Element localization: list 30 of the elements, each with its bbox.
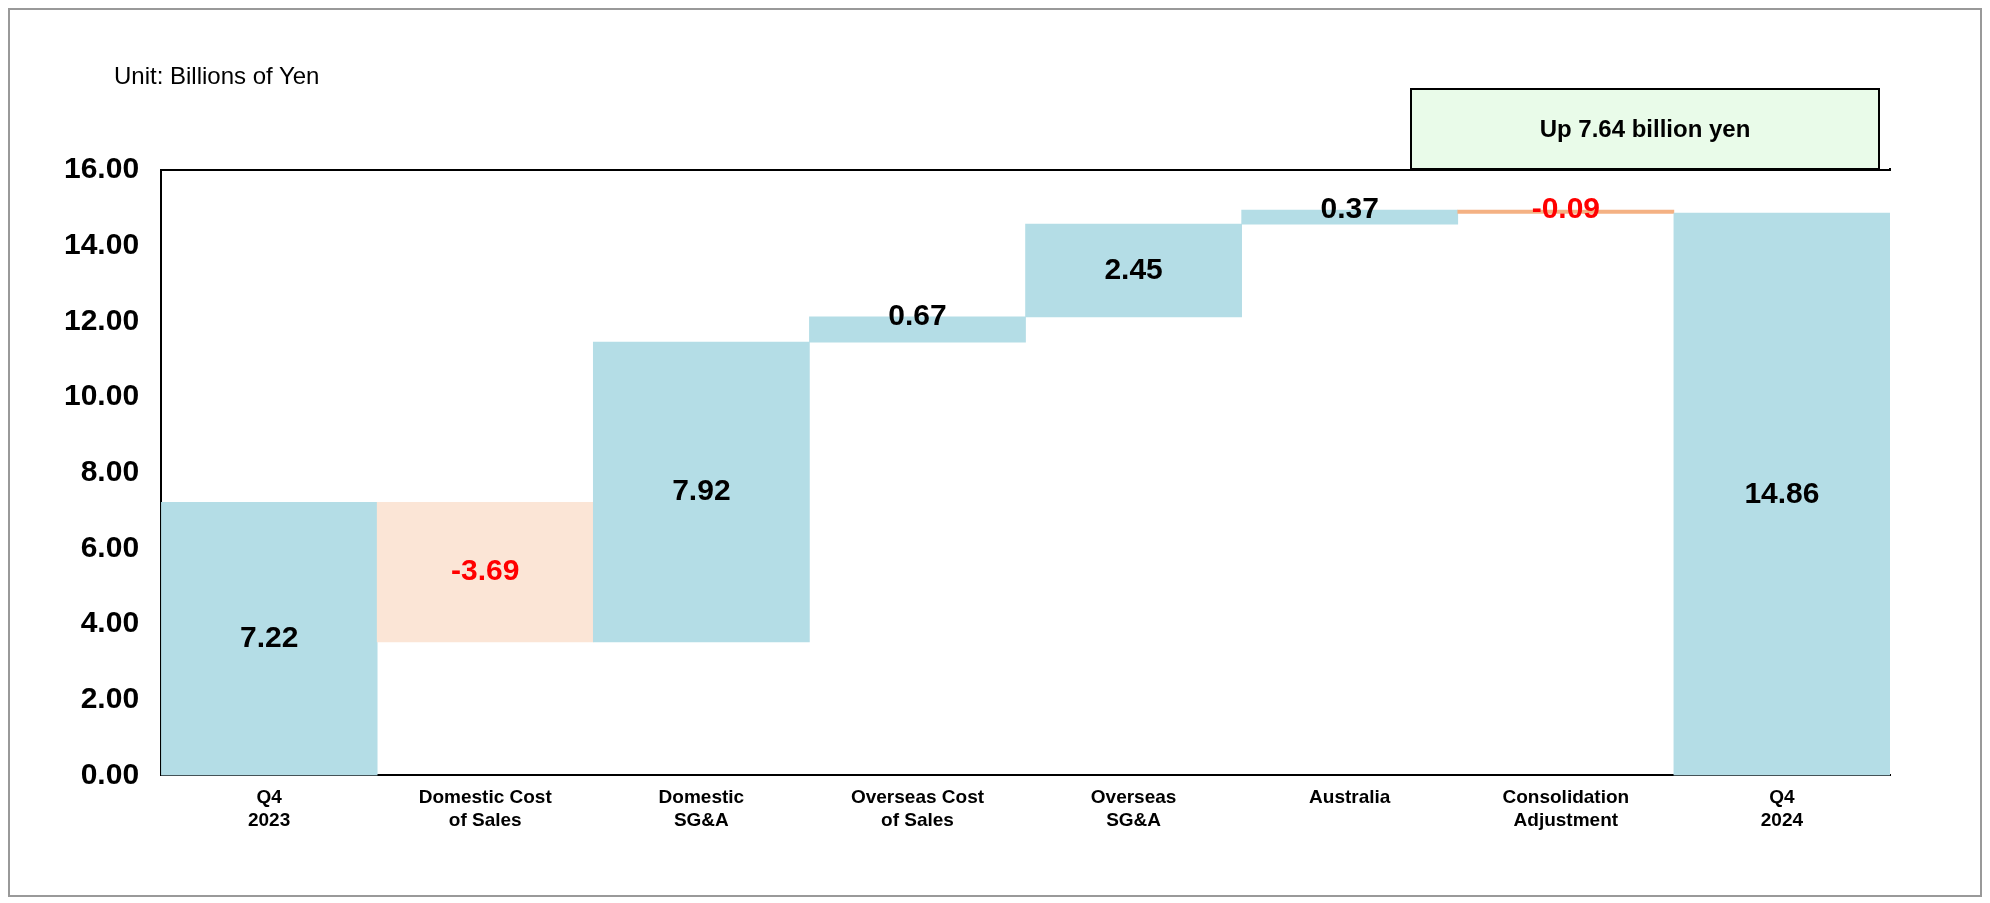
y-tick-label: 4.00 — [80, 605, 140, 639]
x-tick-label: Q4 2023 — [247, 786, 291, 830]
x-tick-label: Australia — [1309, 786, 1391, 808]
data-label: 7.92 — [672, 473, 731, 507]
y-tick-label: 0.00 — [80, 756, 140, 790]
x-tick-label: Domestic Cost of Sales — [418, 786, 553, 830]
y-tick-label: 10.00 — [64, 378, 140, 412]
y-tick-label: 16.00 — [64, 151, 140, 185]
bar — [1673, 212, 1890, 776]
bar — [161, 501, 378, 776]
y-tick-label: 6.00 — [80, 529, 140, 563]
bar — [376, 501, 594, 643]
data-label: 2.45 — [1104, 251, 1163, 285]
x-tick-label: Q4 2024 — [1760, 786, 1804, 830]
x-tick-label: Consolidation Adjustment — [1502, 786, 1630, 830]
data-label: 0.37 — [1320, 191, 1379, 225]
data-label: 14.86 — [1744, 475, 1820, 509]
data-label: 7.22 — [239, 620, 299, 654]
text: Up 7.64 billion yen — [1410, 88, 1880, 170]
y-tick-label: 2.00 — [80, 680, 140, 714]
y-axis-title: Unit: Billions of Yen — [114, 62, 320, 90]
data-label: 0.67 — [888, 298, 947, 332]
y-tick-label: 12.00 — [64, 302, 140, 336]
data-label: -0.09 — [1531, 191, 1601, 225]
x-tick-label: Domestic SG&A — [658, 786, 745, 830]
data-label: -3.69 — [451, 553, 520, 587]
x-tick-label: Overseas SG&A — [1090, 786, 1177, 830]
y-tick-label: 8.00 — [80, 453, 140, 487]
x-tick-label: Overseas Cost of Sales — [850, 786, 985, 830]
y-tick-label: 14.00 — [64, 226, 140, 260]
